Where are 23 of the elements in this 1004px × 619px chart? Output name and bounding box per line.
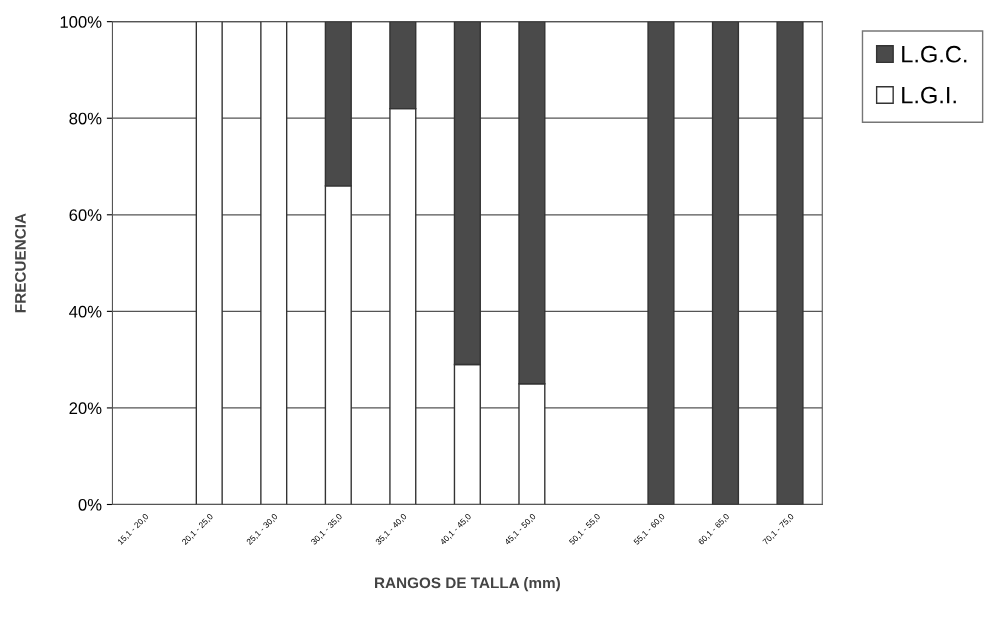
x-tick-label: 30,1 - 35,0 xyxy=(310,513,344,546)
x-tick-label: 20,1 - 25,0 xyxy=(181,513,215,546)
y-tick-label: 40% xyxy=(69,305,102,318)
legend-label: L.G.I. xyxy=(902,86,956,104)
bar xyxy=(195,21,223,505)
x-tick-label: 50,1 - 55,0 xyxy=(568,513,602,546)
y-axis-title: FRECUENCIA xyxy=(15,213,26,313)
y-tick-label: 0% xyxy=(78,498,102,511)
y-tick-label: 100% xyxy=(60,16,102,28)
x-tick-label: 25,1 - 30,0 xyxy=(246,513,279,546)
x-tick-label: 40,1 - 45,0 xyxy=(439,513,473,546)
bar xyxy=(260,21,288,505)
x-tick-label: 60,1 - 65,0 xyxy=(697,513,731,546)
x-tick-label: 15,1 - 20,0 xyxy=(117,513,150,546)
x-tick-label: 35,1 - 40,0 xyxy=(375,513,408,546)
x-tick-label: 45,1 - 50,0 xyxy=(504,513,537,546)
x-tick-label: 70,1 - 75,0 xyxy=(762,513,795,546)
x-tick-label: 55,1 - 60,0 xyxy=(633,513,666,546)
y-tick-label: 60% xyxy=(69,209,102,221)
y-tick-label: 80% xyxy=(69,112,102,125)
x-axis-title: RANGOS DE TALLA (mm) xyxy=(375,577,560,592)
legend-label: L.G.C. xyxy=(902,45,967,63)
y-tick-label: 20% xyxy=(69,402,102,415)
